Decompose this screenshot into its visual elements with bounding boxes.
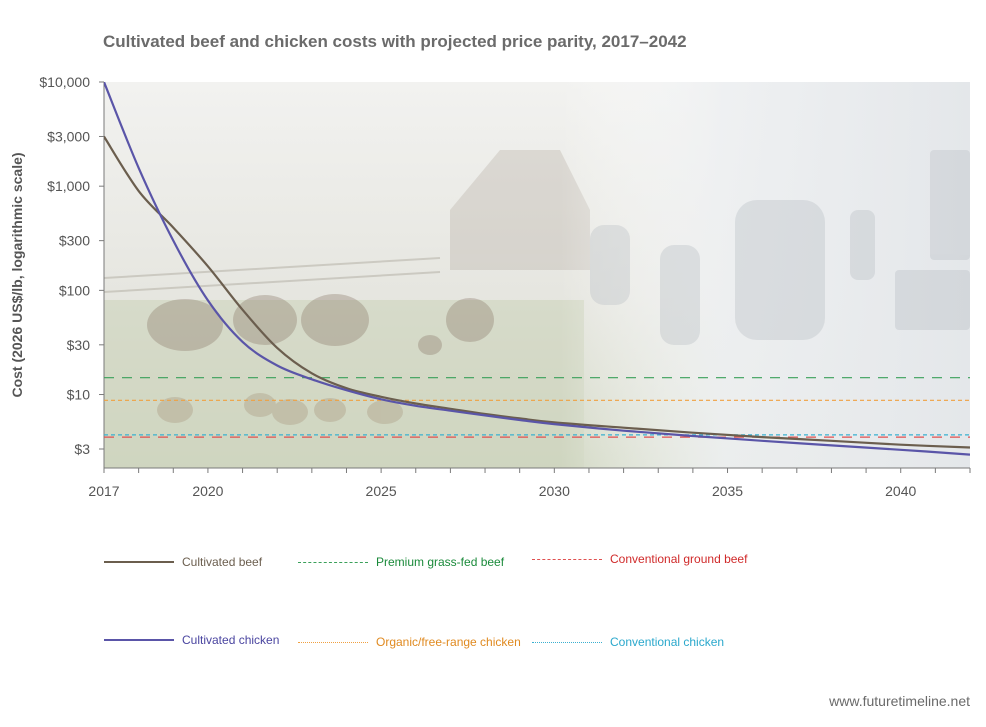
legend-swatch [532, 641, 602, 643]
legend-label: Conventional chicken [610, 635, 725, 649]
source-credit: www.futuretimeline.net [829, 693, 970, 709]
y-tick-label: $10,000 [39, 74, 90, 90]
legend-swatch [104, 639, 174, 641]
legend-swatch [298, 561, 368, 563]
legend-item-conventional-chicken: Conventional chicken [532, 635, 724, 649]
legend-label: Conventional ground beef [610, 552, 748, 566]
chart-title: Cultivated beef and chicken costs with p… [103, 32, 687, 51]
x-axis: 2017 2020 2025 2030 2035 2040 [88, 467, 971, 499]
y-tick-label: $300 [59, 233, 90, 249]
y-tick-label: $30 [67, 337, 91, 353]
legend-item-cultivated-beef: Cultivated beef [104, 555, 262, 569]
fence-shape [104, 257, 441, 293]
legend-label: Cultivated chicken [182, 633, 280, 647]
cattle-shapes [147, 294, 494, 355]
legend-swatch [532, 558, 602, 560]
x-tick-label: 2035 [712, 483, 743, 499]
legend-swatch [298, 641, 368, 643]
legend-label: Cultivated beef [182, 555, 263, 569]
legend-item-cultivated-chicken: Cultivated chicken [104, 633, 279, 647]
x-tick-label: 2017 [88, 483, 119, 499]
series-line-cultivated-chicken [104, 82, 970, 456]
legend-label: Organic/free-range chicken [376, 635, 521, 649]
y-tick-label: $3 [74, 441, 90, 457]
x-tick-label: 2020 [192, 483, 223, 499]
background-photo [104, 82, 970, 468]
chicken-shapes [157, 393, 403, 425]
y-tick-label: $3,000 [47, 128, 90, 144]
legend-label: Premium grass-fed beef [376, 555, 505, 569]
legend-item-organic-free-range-chicken: Organic/free-range chicken [298, 635, 521, 649]
legend-swatch [104, 561, 174, 563]
x-tick-label: 2040 [885, 483, 916, 499]
y-axis: $10,000 $3,000 $1,000 $300 $100 $30 $10 $3 [39, 74, 105, 468]
series-line-cultivated-beef [104, 135, 970, 449]
x-tick-label: 2030 [539, 483, 570, 499]
y-tick-label: $10 [67, 387, 91, 403]
lab-equipment-shapes [590, 150, 970, 345]
legend-item-conventional-ground-beef: Conventional ground beef [532, 552, 747, 566]
legend-item-premium-grass-fed-beef: Premium grass-fed beef [298, 555, 504, 569]
y-tick-label: $1,000 [47, 178, 90, 194]
y-axis-label: Cost (2026 US$/lb, logarithmic scale) [9, 152, 25, 397]
x-tick-label: 2025 [366, 483, 397, 499]
series-layer [104, 82, 970, 456]
y-tick-label: $100 [59, 282, 90, 298]
